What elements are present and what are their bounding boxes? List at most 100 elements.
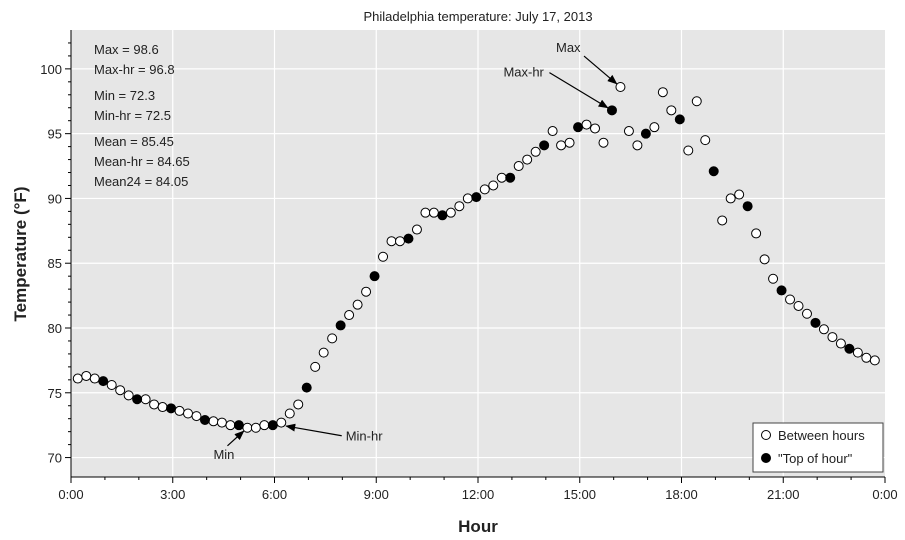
between-hours-point <box>72 373 83 384</box>
between-hours-point <box>454 201 465 212</box>
x-tick-label: 6:00 <box>262 487 287 502</box>
top-of-hour-point <box>369 271 380 282</box>
stat-mean: Mean = 85.45 <box>94 134 174 149</box>
between-hours-point <box>411 224 422 235</box>
between-hours-point <box>759 254 770 265</box>
x-tick-label: 3:00 <box>160 487 185 502</box>
between-hours-point <box>352 299 363 310</box>
chart-title: Philadelphia temperature: July 17, 2013 <box>363 9 592 24</box>
top-of-hour-point <box>471 192 482 203</box>
annotation-label-max-hr: Max-hr <box>503 65 544 80</box>
between-hours-point <box>106 380 117 391</box>
between-hours-point <box>276 417 287 428</box>
between-hours-point <box>835 338 846 349</box>
top-of-hour-point <box>606 105 617 116</box>
between-hours-point <box>89 373 100 384</box>
top-of-hour-point <box>844 343 855 354</box>
legend-marker-top-of-hour <box>761 453 771 463</box>
stat-min-hr: Min-hr = 72.5 <box>94 108 171 123</box>
x-axis-ticks: 0:00 3:00 6:00 9:00 12:00 15:00 18:00 21:00 0:00 <box>58 477 898 502</box>
between-hours-point <box>191 411 202 422</box>
legend-marker-between-hours <box>761 430 771 440</box>
between-hours-point <box>793 300 804 311</box>
between-hours-point <box>327 333 338 344</box>
annotation-arrow-max <box>583 55 618 85</box>
between-hours-point <box>183 408 194 419</box>
x-tick-label: 0:00 <box>58 487 83 502</box>
between-hours-point <box>700 135 711 146</box>
top-of-hour-point <box>539 140 550 151</box>
y-axis-ticks: 70 75 80 85 90 95 100 <box>40 42 71 466</box>
legend: Between hours "Top of hour" <box>752 422 884 473</box>
annotation-arrow-min-hr <box>285 423 342 437</box>
between-hours-point <box>623 126 634 137</box>
stat-mean-hr: Mean-hr = 84.65 <box>94 154 190 169</box>
between-hours-point <box>869 355 880 366</box>
between-hours-point <box>513 161 524 172</box>
x-tick-label: 9:00 <box>364 487 389 502</box>
top-of-hour-point <box>708 166 719 177</box>
between-hours-point <box>827 332 838 343</box>
x-tick-label: 12:00 <box>462 487 495 502</box>
between-hours-point <box>225 420 236 431</box>
between-hours-point <box>488 180 499 191</box>
between-hours-point <box>378 251 389 262</box>
y-tick-label: 90 <box>48 191 62 206</box>
top-of-hour-point <box>742 201 753 212</box>
between-hours-point <box>725 193 736 204</box>
between-hours-point <box>157 402 168 413</box>
between-hours-point <box>861 352 872 363</box>
between-hours-point <box>530 146 541 157</box>
between-hours-point <box>420 207 431 218</box>
between-hours-point <box>149 399 160 410</box>
between-hours-point <box>598 137 609 148</box>
annotation-label-max: Max <box>556 40 581 55</box>
stat-max-hr: Max-hr = 96.8 <box>94 62 175 77</box>
x-tick-label: 15:00 <box>563 487 596 502</box>
between-hours-point <box>318 347 329 358</box>
y-tick-label: 75 <box>48 386 62 401</box>
annotation-arrow-min <box>227 430 245 447</box>
between-hours-point <box>666 105 677 116</box>
top-of-hour-point <box>233 420 244 431</box>
between-hours-point <box>734 189 745 200</box>
between-hours-point <box>768 273 779 284</box>
top-of-hour-point <box>403 233 414 244</box>
data-points <box>72 82 880 433</box>
between-hours-point <box>462 193 473 204</box>
top-of-hour-point <box>640 128 651 139</box>
between-hours-point <box>547 126 558 137</box>
between-hours-point <box>785 294 796 305</box>
y-tick-label: 95 <box>48 127 62 142</box>
between-hours-point <box>852 347 863 358</box>
top-of-hour-point <box>267 420 278 431</box>
between-hours-point <box>208 416 219 427</box>
annotations: Max Max-hr Min Min-hr <box>213 40 618 462</box>
between-hours-point <box>81 370 92 381</box>
between-hours-point <box>581 119 592 130</box>
stat-mean24: Mean24 = 84.05 <box>94 174 188 189</box>
between-hours-point <box>615 82 626 93</box>
between-hours-point <box>140 394 151 405</box>
top-of-hour-point <box>776 285 787 296</box>
stat-min: Min = 72.3 <box>94 88 155 103</box>
y-axis-label: Temperature (°F) <box>11 187 30 322</box>
legend-box <box>752 422 884 473</box>
x-axis-label: Hour <box>458 517 498 536</box>
between-hours-point <box>479 184 490 195</box>
between-hours-point <box>564 137 575 148</box>
annotation-label-min-hr: Min-hr <box>346 429 384 444</box>
gridlines <box>71 30 885 477</box>
between-hours-point <box>344 310 355 321</box>
top-of-hour-point <box>166 403 177 414</box>
between-hours-point <box>683 145 694 156</box>
between-hours-point <box>496 172 507 183</box>
between-hours-point <box>801 308 812 319</box>
top-of-hour-point <box>301 382 312 393</box>
stat-max: Max = 98.6 <box>94 42 159 57</box>
annotation-arrow-max-hr <box>549 72 609 109</box>
between-hours-point <box>632 140 643 151</box>
between-hours-point <box>717 215 728 226</box>
between-hours-point <box>250 422 261 433</box>
between-hours-point <box>751 228 762 239</box>
